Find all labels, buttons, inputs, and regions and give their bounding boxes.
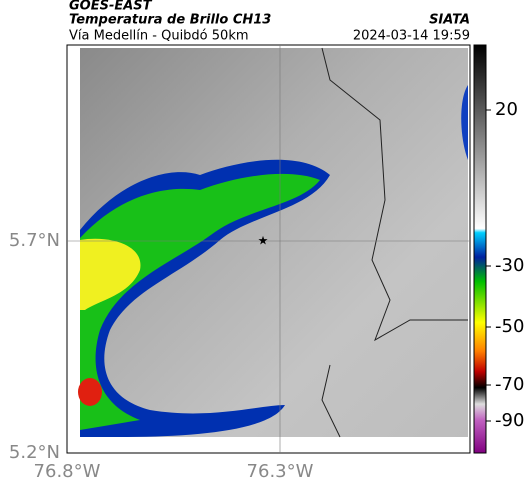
colorbar-tick-label: 20 — [495, 99, 518, 120]
boundary-line — [321, 364, 341, 438]
source-label: SIATA — [429, 13, 470, 28]
colorbar-ticks: 20 -30 -50 -70 -90 — [486, 99, 524, 431]
cloud-top-hot — [78, 378, 102, 406]
timestamp: 2024-03-14 19:59 — [353, 29, 470, 44]
colorbar-tick-label: -30 — [495, 255, 524, 276]
location-star: ★ — [258, 234, 269, 248]
cloud-top-warm — [80, 238, 141, 310]
product-title: Temperatura de Brillo CH13 — [69, 13, 271, 28]
boundary-line — [321, 47, 468, 342]
lon-label: 76.8°W — [34, 461, 101, 482]
satellite-name: GOES-EAST — [69, 0, 153, 14]
lon-label: 76.3°W — [247, 461, 314, 482]
lat-label: 5.2°N — [9, 442, 60, 463]
route-label: Vía Medellín - Quibdó 50km — [69, 29, 249, 44]
cloud-core — [80, 173, 320, 430]
colorbar — [473, 44, 487, 454]
colorbar-tick-label: -50 — [495, 316, 524, 337]
cloud-edge — [461, 85, 468, 160]
colorbar-tick-label: -90 — [495, 410, 524, 431]
lat-label: 5.7°N — [9, 230, 60, 251]
colorbar-tick-label: -70 — [495, 374, 524, 395]
